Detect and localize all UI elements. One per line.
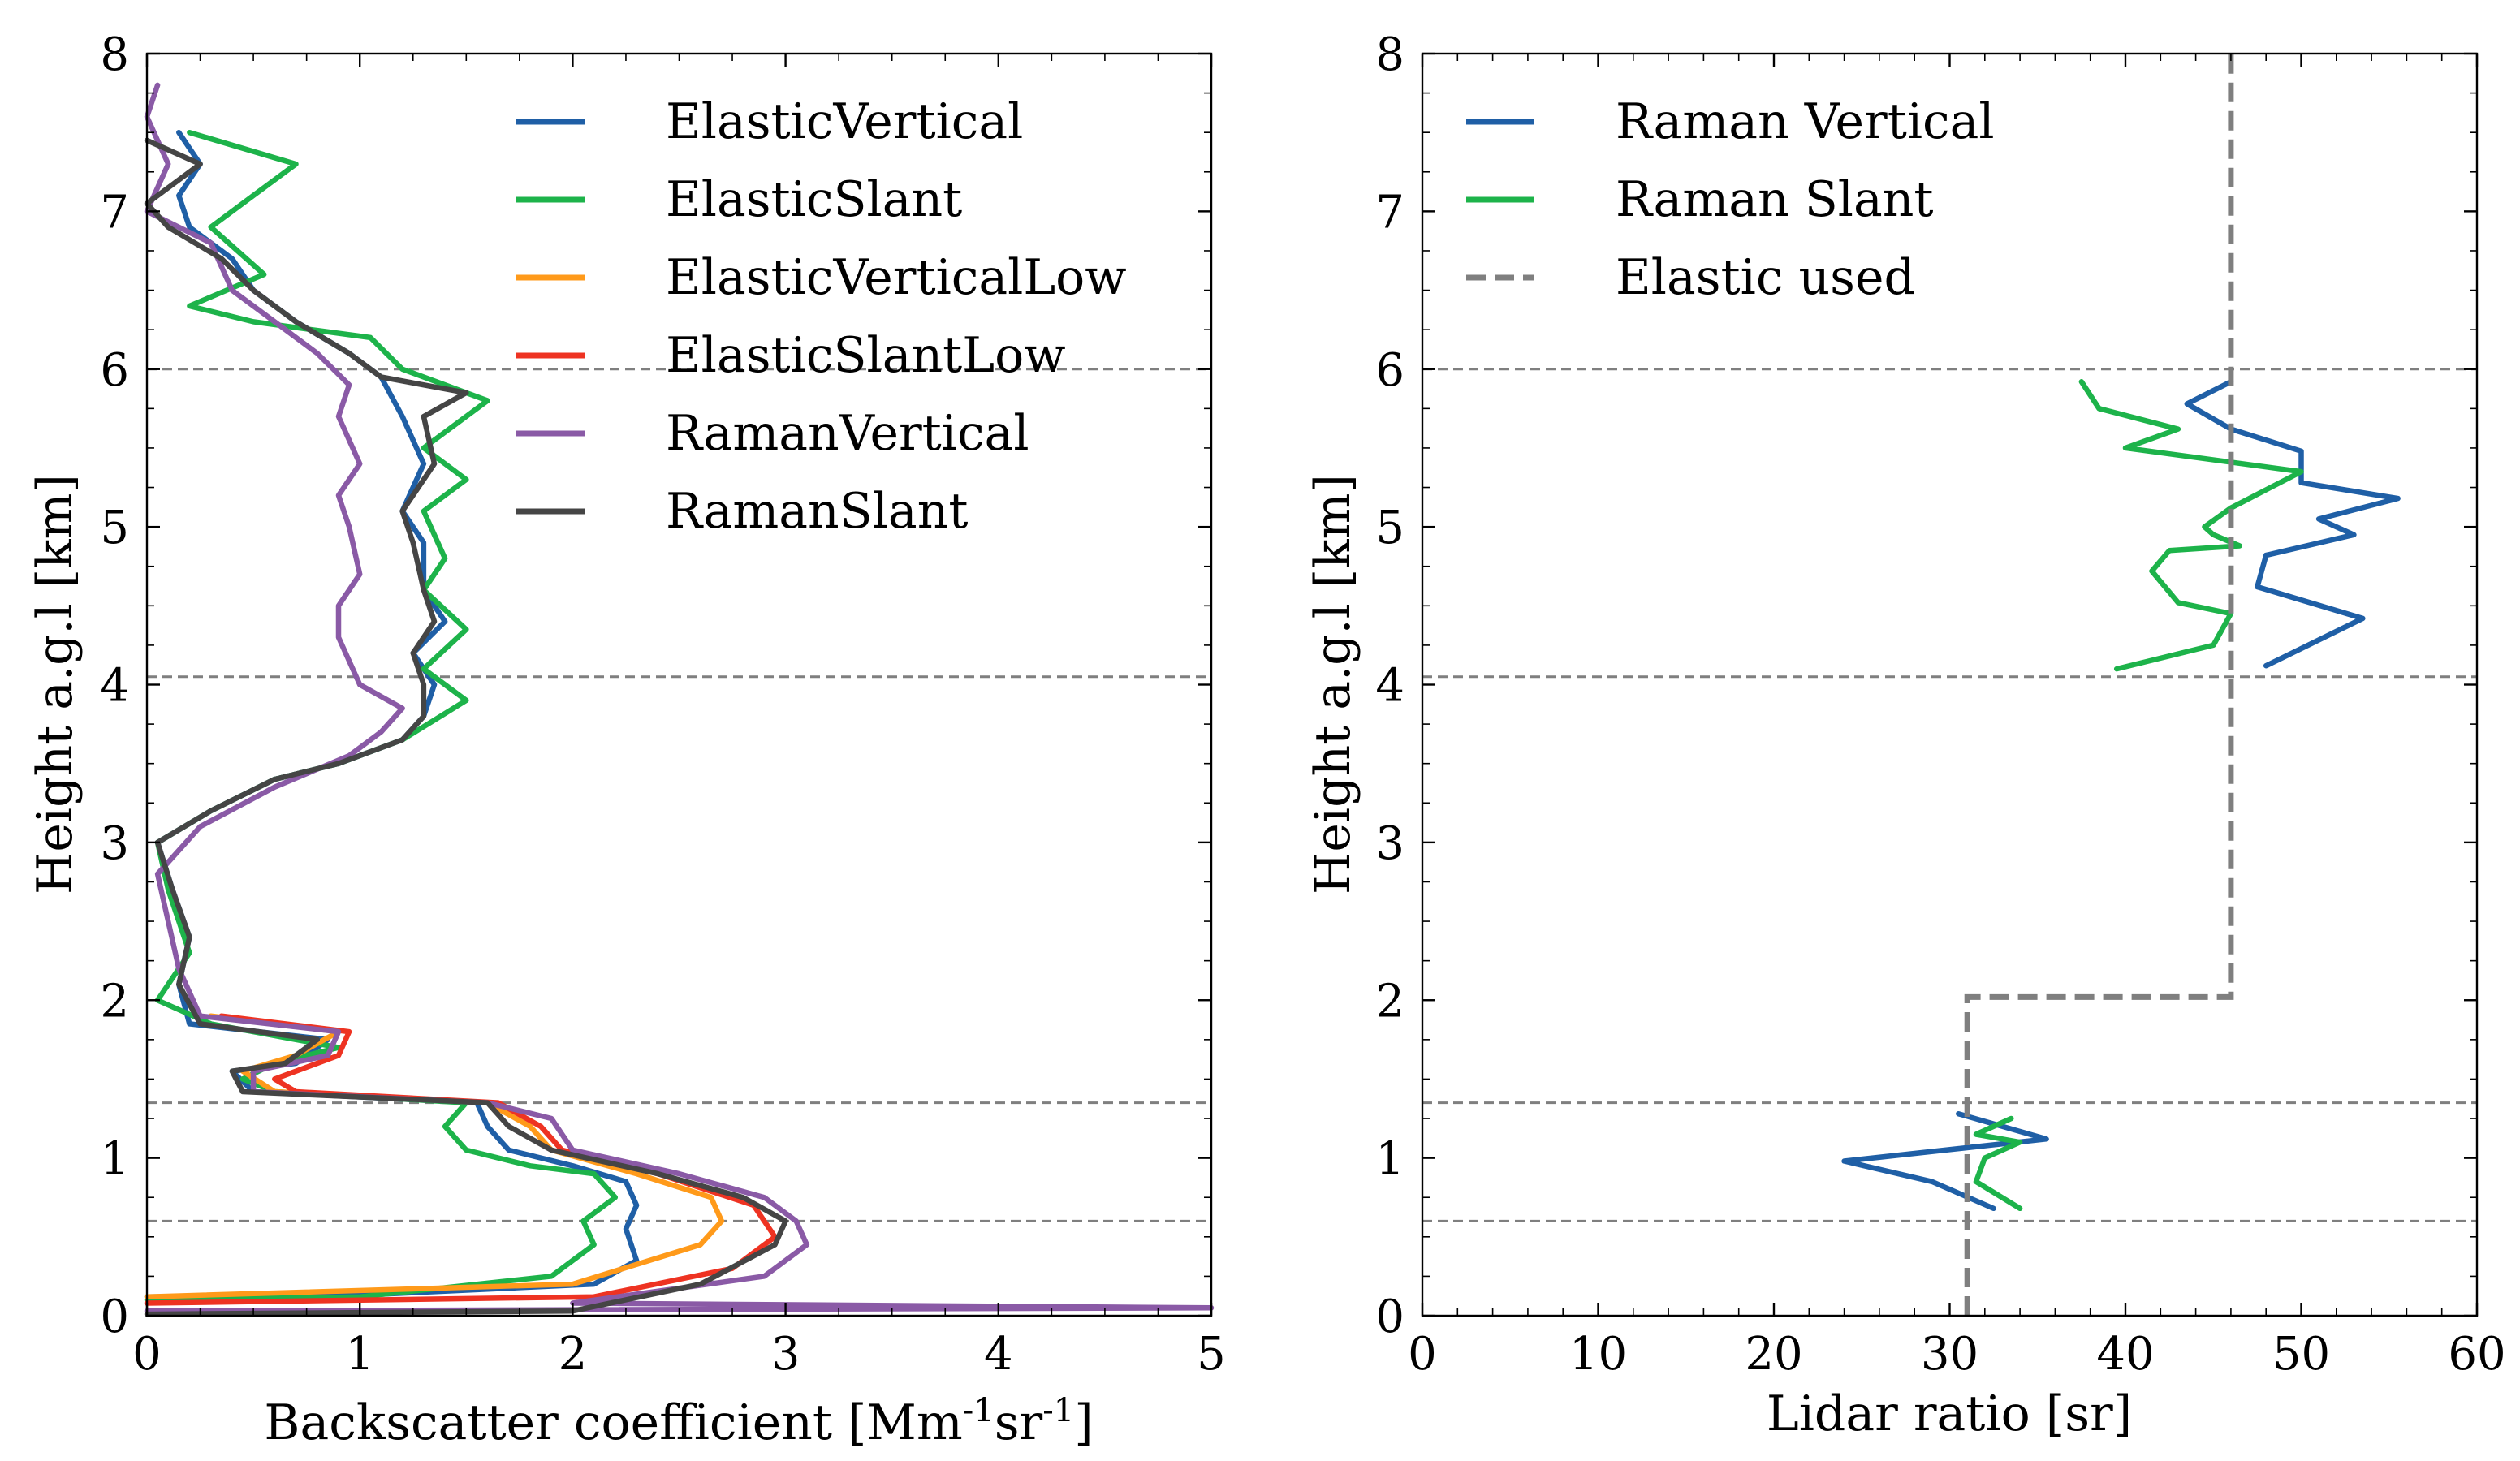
- legend-label: ElasticSlant: [666, 171, 962, 228]
- reference-lines-right: [1422, 368, 2477, 1222]
- y-tick-label: 5: [100, 502, 129, 554]
- y-tick-label: 8: [1375, 28, 1405, 81]
- series-line-ramanvertical: [144, 82, 1215, 1314]
- x-axis-label-right: Lidar ratio [sr]: [1767, 1386, 2132, 1442]
- x-tick-label: 20: [1745, 1328, 1802, 1381]
- y-tick-label: 0: [100, 1291, 129, 1343]
- series-line-elastic-used: [1964, 54, 2234, 1316]
- legend-right: Raman Vertical Raman Slant Elastic used: [1466, 93, 1995, 306]
- x-tick-label: 5: [1197, 1328, 1226, 1381]
- legend-label: Elastic used: [1616, 249, 1915, 306]
- backscatter-panel: 0 1 2 3 4 5 0 1 2 3 4 5 6 7 8 Backscatter coefficient …: [27, 28, 1226, 1451]
- legend-label: RamanVertical: [666, 405, 1029, 462]
- series-line-elasticvertical: [144, 129, 640, 1299]
- y-tick-label: 2: [100, 975, 129, 1028]
- y-tick-label: 1: [1375, 1133, 1405, 1186]
- x-axis-label-left: Backscatter coefficient [Mm-1sr-1]: [264, 1392, 1093, 1451]
- series-line-elasticslantlow: [144, 1013, 778, 1306]
- legend-label: Raman Slant: [1616, 171, 1934, 228]
- x-tick-label: 0: [132, 1328, 162, 1381]
- ticks-right: 0 10 20 30 40 50 60 0 1 2 3 4 5 6 7 8: [1375, 28, 2505, 1381]
- lidar-ratio-series: [1841, 54, 2401, 1316]
- x-tick-label: 50: [2272, 1328, 2330, 1381]
- legend-label: ElasticVerticalLow: [666, 249, 1127, 306]
- y-tick-label: 6: [100, 344, 129, 397]
- series-line-raman-vertical: [2184, 379, 2401, 669]
- series-line-raman-slant: [1973, 1115, 2023, 1212]
- y-tick-label: 8: [100, 28, 129, 81]
- x-tick-label: 10: [1569, 1328, 1627, 1381]
- legend-left: ElasticVertical ElasticSlant ElasticVertic…: [516, 93, 1127, 540]
- ticks-left: 0 1 2 3 4 5 0 1 2 3 4 5 6 7 8: [100, 28, 1225, 1381]
- y-tick-label: 4: [100, 660, 129, 713]
- legend-label: RamanSlant: [666, 483, 968, 540]
- x-tick-label: 3: [771, 1328, 800, 1381]
- y-axis-label-left: Height a.g.l [km]: [27, 474, 84, 894]
- legend-label: ElasticVertical: [666, 93, 1023, 150]
- y-axis-label-right: Height a.g.l [km]: [1305, 474, 1361, 894]
- series-line-raman-slant: [2078, 379, 2304, 672]
- y-tick-label: 7: [1375, 186, 1405, 239]
- series-line-raman-vertical: [1841, 1110, 2049, 1212]
- legend-label: ElasticSlantLow: [666, 327, 1066, 384]
- y-tick-label: 4: [1375, 660, 1405, 713]
- x-tick-label: 60: [2448, 1328, 2505, 1381]
- series-line-elasticslant: [144, 129, 619, 1303]
- plot-frame-left: [145, 52, 1213, 1317]
- y-tick-label: 6: [1375, 344, 1405, 397]
- x-tick-label: 30: [1921, 1328, 1978, 1381]
- x-tick-label: 2: [559, 1328, 588, 1381]
- series-line-ramanslant: [144, 137, 788, 1317]
- backscatter-series: [144, 82, 1215, 1317]
- x-tick-label: 4: [984, 1328, 1013, 1381]
- reference-lines-left: [147, 368, 1211, 1222]
- y-tick-label: 5: [1375, 502, 1405, 554]
- y-tick-label: 3: [100, 817, 129, 870]
- y-tick-label: 0: [1375, 1291, 1405, 1343]
- x-tick-label: 40: [2096, 1328, 2154, 1381]
- series-line-elasticverticallow: [144, 1013, 725, 1299]
- legend-label: Raman Vertical: [1616, 93, 1995, 150]
- y-tick-label: 2: [1375, 975, 1405, 1028]
- x-tick-label: 0: [1408, 1328, 1437, 1381]
- y-tick-label: 7: [100, 186, 129, 239]
- x-tick-label: 1: [345, 1328, 374, 1381]
- plot-frame-right: [1421, 52, 2479, 1317]
- y-tick-label: 3: [1375, 817, 1405, 870]
- y-tick-label: 1: [100, 1133, 129, 1186]
